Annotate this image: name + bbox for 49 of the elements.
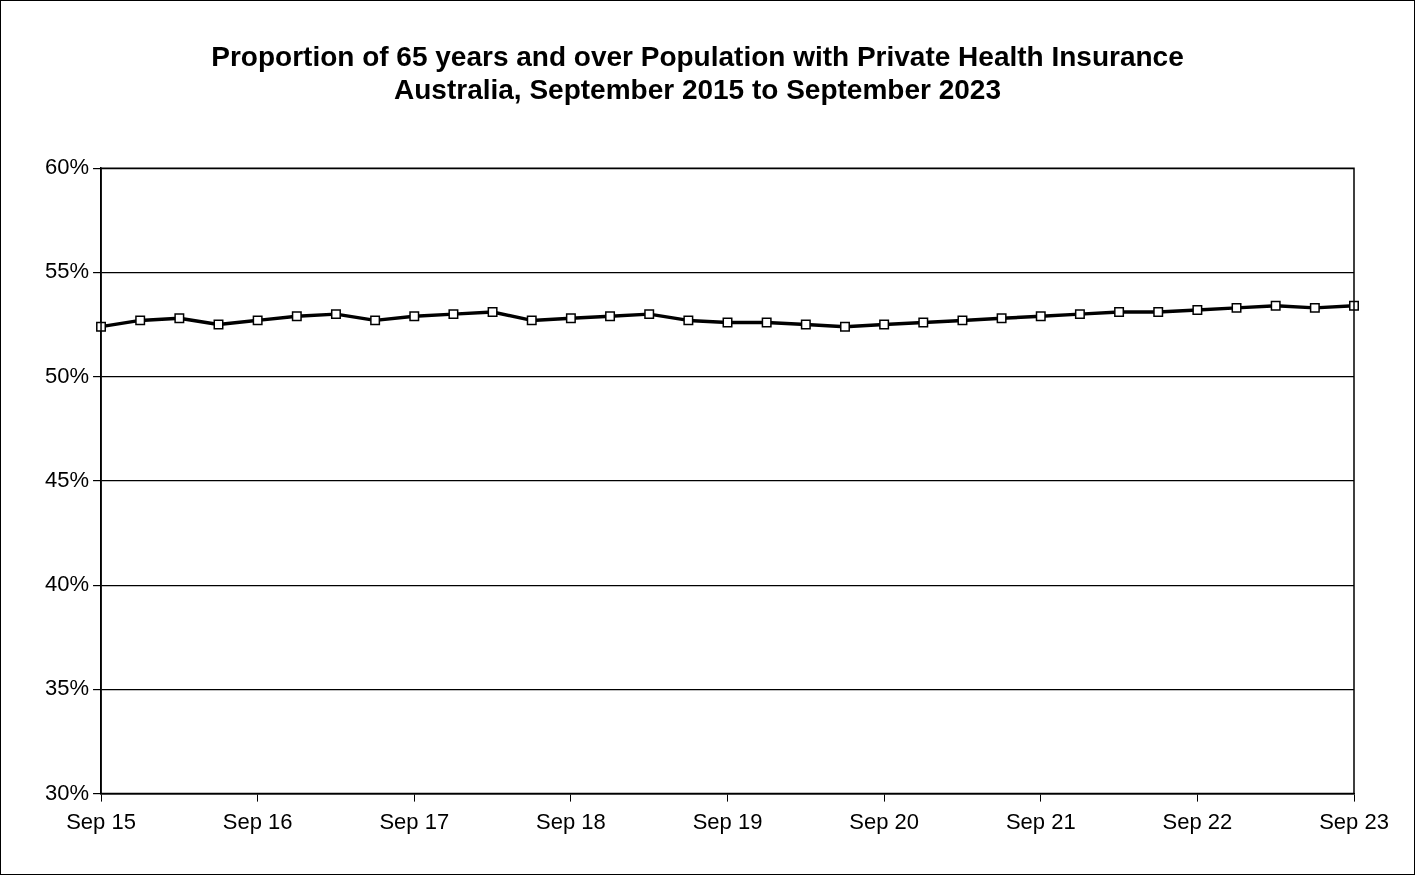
- text: Proportion of 65 years and over Population with Private Health Insurance: [211, 40, 1184, 72]
- y-tick-label: 35%: [44, 675, 90, 701]
- point: [330, 309, 341, 320]
- x-tick-label: Sep 15: [66, 808, 136, 834]
- point: [1035, 311, 1046, 322]
- x-tick-label: Sep 18: [536, 808, 606, 834]
- x-tick-label: Sep 16: [222, 808, 293, 834]
- y-tick-label: 50%: [44, 362, 90, 388]
- point: [957, 315, 968, 326]
- point: [1114, 307, 1125, 318]
- point: [839, 321, 850, 332]
- x-tick-label: Sep 23: [1319, 808, 1389, 834]
- point: [252, 315, 263, 326]
- x-tick-label: Sep 22: [1162, 808, 1233, 834]
- x-tick-label: Sep 17: [379, 808, 450, 834]
- point: [487, 307, 498, 318]
- point: [565, 313, 576, 324]
- point: [996, 313, 1007, 324]
- y-tick-label: 55%: [44, 258, 90, 284]
- point: [409, 311, 420, 322]
- point: [135, 315, 146, 326]
- x-tick-label: Sep 19: [692, 808, 763, 834]
- point: [1074, 309, 1085, 320]
- point: [370, 315, 381, 326]
- point: [1231, 302, 1242, 313]
- y-tick-label: 40%: [44, 571, 90, 597]
- point: [1270, 300, 1281, 311]
- x-tick-label: Sep 20: [849, 808, 919, 834]
- point: [1192, 304, 1203, 315]
- y-tick-label: 30%: [44, 779, 90, 805]
- point: [683, 315, 694, 326]
- point: [722, 317, 733, 328]
- point: [291, 311, 302, 322]
- point: [174, 313, 185, 324]
- point: [800, 319, 811, 330]
- point: [644, 309, 655, 320]
- text: Australia, September 2015 to September 2023: [394, 74, 1001, 106]
- point: [213, 319, 224, 330]
- point: [879, 319, 890, 330]
- point: [918, 317, 929, 328]
- x-tick-label: Sep 21: [1005, 808, 1076, 834]
- point: [448, 309, 459, 320]
- point: [526, 315, 537, 326]
- y-tick-label: 60%: [44, 154, 90, 180]
- point: [605, 311, 616, 322]
- y-tick-label: 45%: [44, 466, 90, 492]
- point: [1309, 302, 1320, 313]
- point: [1153, 307, 1164, 318]
- point: [761, 317, 772, 328]
